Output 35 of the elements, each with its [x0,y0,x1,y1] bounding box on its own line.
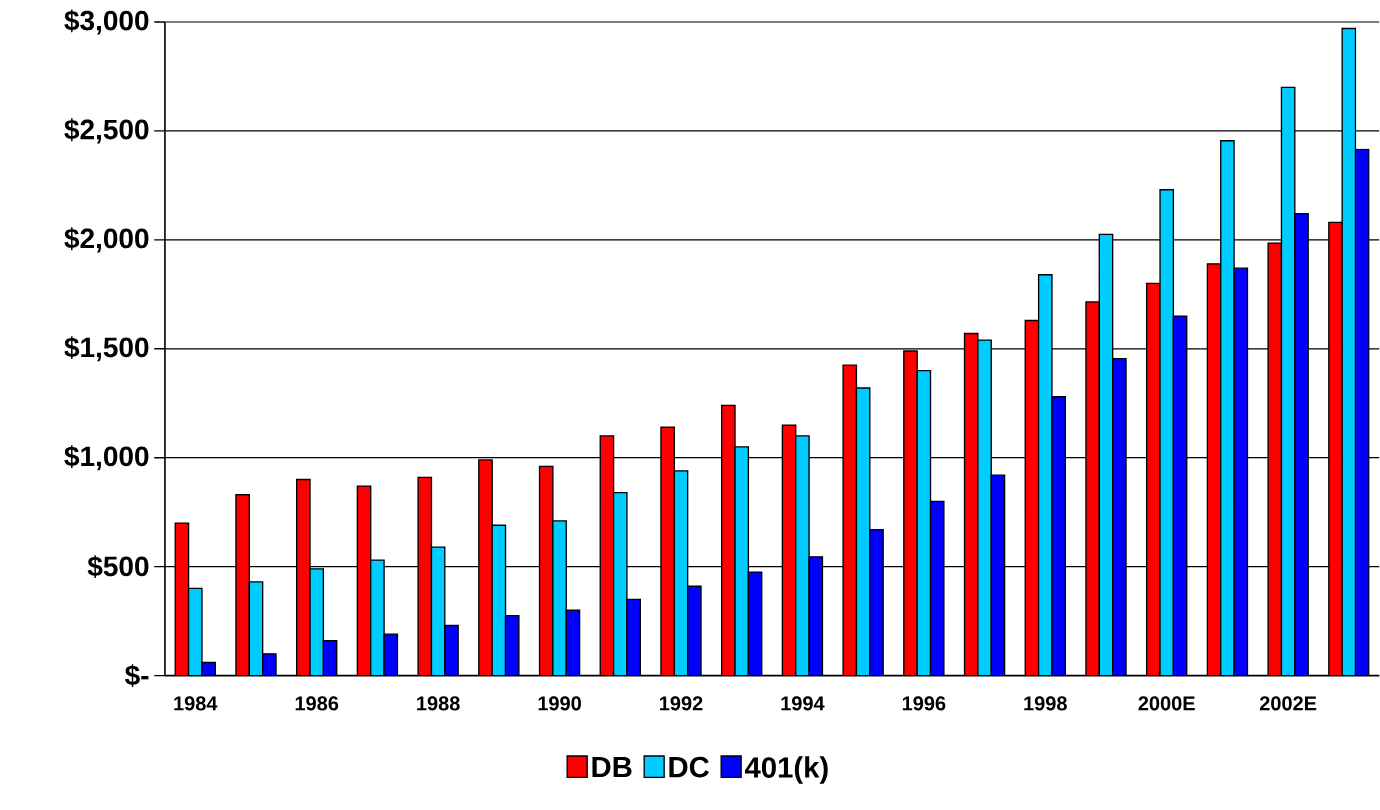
x-tick-label: 1988 [417,696,460,711]
y-tick-label: $2,500 [64,118,149,144]
x-tick-label: 1996 [902,696,946,711]
bar [964,333,978,676]
x-tick-label: 1986 [295,696,339,711]
x-tick-label: 1998 [1024,696,1067,711]
bar [1268,243,1282,676]
legend-label: 401(k) [744,756,828,784]
bar [1341,28,1357,676]
bar [917,370,931,676]
bar [735,447,749,676]
y-tick-label: $3,000 [64,9,149,35]
y-tick-label: $2,000 [64,227,149,253]
bar [1038,274,1052,676]
y-tick-label: $- [125,664,149,688]
y-tick-label: $1,500 [64,336,149,362]
bar [1099,234,1113,676]
bar [1160,189,1174,676]
x-tick-label: 2002E [1259,696,1317,711]
x-tick-label: 1984 [174,696,218,711]
y-tick-label: $500 [87,555,149,579]
bar [1146,283,1161,676]
legend-label: DB [592,757,632,778]
bar [1025,320,1039,676]
y-tick-label: $1,000 [64,445,149,471]
bar [1281,87,1295,676]
bar [1207,264,1221,676]
x-tick-label: 1990 [538,696,581,711]
bar [478,460,493,676]
bar [1328,221,1343,676]
x-tick-label: 1994 [781,696,825,711]
x-tick-label: 2000E [1138,696,1195,711]
legend-label: DC [669,756,710,778]
x-tick-label: 1992 [660,696,703,711]
bar [1220,140,1235,676]
